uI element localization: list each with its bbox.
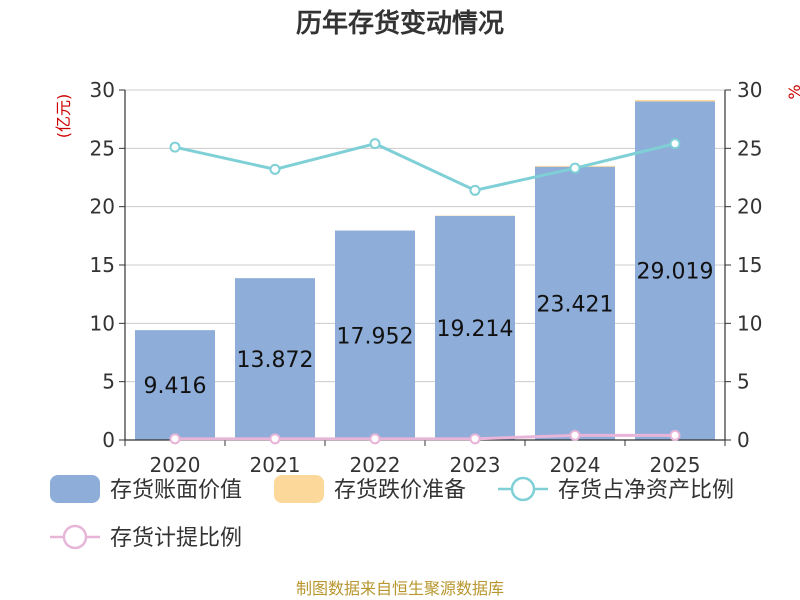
left-tick-label: 5 (102, 370, 115, 394)
x-tick-label: 2023 (450, 453, 501, 477)
x-tick-label: 2020 (150, 453, 201, 477)
series-point (169, 433, 181, 445)
series-line (174, 142, 676, 192)
series-point (569, 162, 581, 174)
legend-label: 存货跌价准备 (334, 478, 466, 503)
left-tick-label: 15 (90, 253, 115, 277)
bar-value-label: 17.952 (337, 324, 414, 349)
left-tick-label: 10 (90, 311, 115, 335)
bar-inventory-value (535, 166, 615, 440)
legend-swatch-marker (62, 524, 88, 550)
right-tick-label: 15 (737, 253, 762, 277)
bar-value-label: 13.872 (237, 348, 314, 373)
series-point (469, 433, 481, 445)
series-point (169, 141, 181, 153)
bar-inventory-value (335, 230, 415, 440)
chart-title: 历年存货变动情况 (296, 8, 504, 39)
right-tick-label: 5 (737, 370, 750, 394)
series-point (569, 429, 581, 441)
bar-labels: 9.416 13.872 17.952 19.214 23.421 29.019 (144, 260, 714, 399)
x-tick-label: 2022 (350, 453, 401, 477)
bar-value-label: 19.214 (437, 317, 514, 342)
x-tick-label: 2025 (650, 453, 701, 477)
right-tick-label: 30 (737, 78, 762, 102)
series-point (269, 433, 281, 445)
series-point (669, 138, 681, 150)
x-tick-label: 2024 (550, 453, 601, 477)
right-tick-label: 10 (737, 311, 762, 335)
x-tick-label: 2021 (250, 453, 301, 477)
left-tick-label: 20 (90, 195, 115, 219)
left-tick-label: 25 (90, 136, 115, 160)
right-tick-label: 20 (737, 195, 762, 219)
legend-label: 存货账面价值 (110, 478, 242, 503)
bar-inventory-value (635, 101, 715, 440)
bar-value-label: 23.421 (537, 292, 614, 317)
series-point (369, 138, 381, 150)
series-point (669, 429, 681, 441)
right-axis-unit: % (785, 84, 800, 99)
lines (169, 138, 681, 445)
legend-swatch-bar (274, 475, 324, 503)
bar-value-label: 29.019 (637, 260, 714, 285)
source-note: 制图数据来自恒生聚源数据库 (296, 579, 504, 598)
series-line (175, 433, 675, 441)
left-tick-label: 30 (90, 78, 115, 102)
series-point (269, 163, 281, 175)
legend-swatch-marker (510, 476, 536, 502)
series-point (469, 184, 481, 196)
legend-swatch-bar (50, 475, 100, 503)
left-axis-unit: (亿元) (54, 94, 73, 139)
bar-value-label: 9.416 (144, 374, 207, 399)
bar-inventory-value (235, 278, 315, 440)
right-tick-label: 0 (737, 428, 750, 452)
legend-label: 存货计提比例 (110, 526, 242, 551)
bar-impairment-provision (635, 99, 715, 102)
grid-lines (125, 89, 725, 383)
left-tick-label: 0 (102, 428, 115, 452)
bars (135, 99, 715, 440)
right-tick-label: 25 (737, 136, 762, 160)
bar-inventory-value (135, 330, 215, 440)
bar-inventory-value (435, 215, 515, 440)
series-point (369, 433, 381, 445)
legend-label: 存货占净资产比例 (558, 478, 734, 503)
